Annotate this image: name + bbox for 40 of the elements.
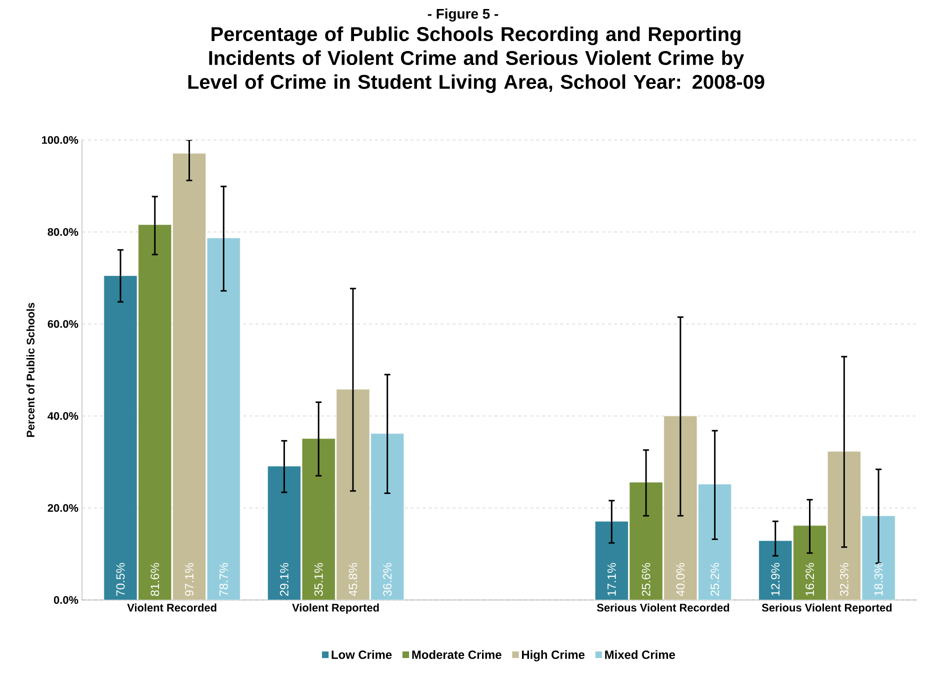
bar [698,484,732,600]
y-tick-label: 80.0% [48,228,78,236]
data-label: 32.3% [840,562,848,596]
x-tick-label: Violent Reported [292,604,379,614]
x-tick-label: Serious Violent Reported [762,604,892,614]
data-label: 29.1% [280,562,288,596]
bar [594,521,628,600]
bar [104,275,138,600]
legend-label: Mixed Crime [605,650,676,659]
legend-label: Low Crime [332,650,392,659]
y-tick-label: 20.0% [48,504,78,512]
data-label: 16.2% [806,562,814,596]
data-label: 45.8% [348,562,358,596]
data-label: 12.9% [771,562,780,596]
y-tick-label: 100.0% [42,136,78,144]
chart-title: Percentage of Public Schools Recording and Reporting Incidents of Violent Crime and Serious Violent Crime by Level of Crime in Student Living Area, School Year: 2008-09 [188,26,764,93]
data-label: 18.3% [874,562,883,596]
x-tick-label: Violent Recorded [127,604,216,612]
data-label: 70.5% [116,562,125,596]
bar [267,466,301,600]
data-label: 17.1% [607,562,616,596]
data-label: 25.6% [642,562,650,596]
bar [370,433,404,600]
legend-label: Moderate Crime [412,650,502,659]
data-label: 81.6% [150,562,160,596]
chart-subtitle: - Figure 5 - [428,8,498,22]
bar [758,540,792,600]
y-tick-label: 0.0% [54,596,78,604]
data-label: 78.7% [219,562,228,596]
data-label: 40.0% [676,562,685,596]
x-tick-label: Serious Violent Recorded [596,604,730,612]
y-tick-label: 40.0% [48,412,78,420]
y-axis-title: Percent of Public Schools [26,302,34,437]
data-label: 25.2% [710,562,720,596]
data-label: 36.2% [383,562,392,596]
data-label: 35.1% [314,562,323,596]
bar [206,238,240,600]
legend-label: High Crime [522,650,585,662]
y-tick-label: 60.0% [48,320,78,328]
data-label: 97.1% [185,562,194,596]
